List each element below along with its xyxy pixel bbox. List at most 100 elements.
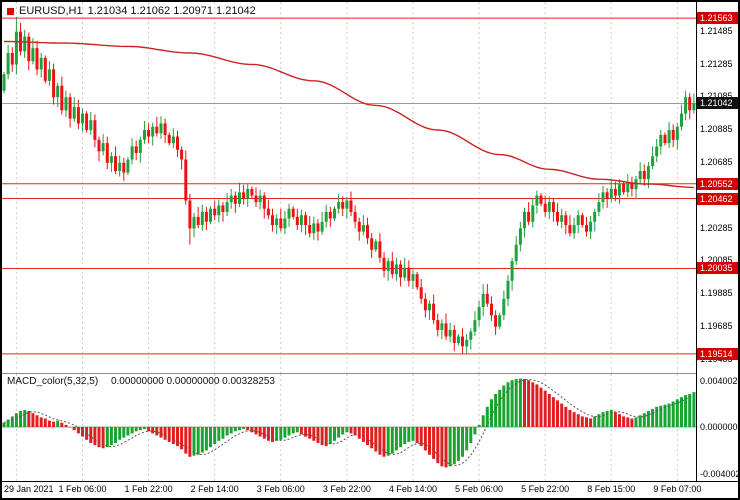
candle-body — [444, 323, 448, 337]
candle-body — [295, 216, 299, 226]
candle-body — [601, 192, 605, 203]
macd-histogram-bar — [419, 427, 423, 447]
macd-histogram-bar — [27, 411, 31, 427]
price-tick-label: 1.21485 — [700, 26, 733, 36]
macd-histogram-bar — [490, 399, 493, 427]
time-axis[interactable]: 29 Jan 2021 1 Feb 06:00 1 Feb 22:00 2 Feb 1… — [2, 482, 738, 498]
candle-body — [481, 293, 485, 307]
price-tick-label: 1.20885 — [700, 124, 733, 134]
candle-body — [680, 113, 683, 127]
macd-histogram-bar — [613, 412, 617, 427]
candle-body — [337, 202, 341, 209]
macd-histogram-bar — [539, 387, 543, 427]
macd-histogram-bar — [312, 427, 316, 441]
macd-histogram-bar — [618, 414, 621, 427]
macd-histogram-bar — [47, 420, 51, 427]
macd-signal-line — [3, 378, 695, 467]
price-level-badge: 1.21563 — [697, 12, 738, 24]
candle-body — [209, 208, 212, 222]
macd-histogram-bar — [428, 427, 431, 455]
candle-body — [188, 200, 192, 229]
candle-body — [101, 143, 105, 152]
macd-histogram-bar — [196, 427, 200, 455]
macd-histogram-bar — [275, 427, 279, 441]
candle-body — [242, 192, 246, 199]
macd-histogram-bar — [589, 418, 593, 427]
macd-histogram-bar — [204, 427, 208, 451]
price-level-badge: 1.19514 — [697, 348, 738, 360]
candle-body — [531, 205, 535, 222]
indicator-name-label: MACD_color(5,32,5) — [7, 376, 99, 387]
candle-body — [258, 195, 262, 203]
candle-body — [465, 339, 469, 347]
macd-histogram-bar — [527, 380, 531, 427]
candle-body — [114, 156, 117, 171]
macd-histogram-bar — [382, 427, 386, 457]
macd-histogram-bar — [122, 427, 126, 438]
macd-histogram-bar — [72, 427, 76, 431]
macd-indicator-canvas[interactable] — [2, 374, 696, 481]
macd-histogram-bar — [151, 427, 155, 434]
candle-body — [68, 97, 72, 119]
moving-average-line[interactable] — [4, 40, 694, 189]
candle-body — [52, 69, 56, 98]
candle-body — [23, 36, 27, 52]
macd-histogram-bar — [415, 427, 419, 443]
candle-body — [14, 31, 18, 65]
macd-histogram-bar — [188, 427, 192, 457]
macd-histogram-bar — [675, 399, 679, 427]
candle-body — [308, 225, 312, 234]
indicator-window-divider[interactable] — [2, 373, 738, 374]
macd-histogram-bar — [43, 418, 47, 427]
candle-body — [560, 215, 564, 222]
candle-body — [320, 221, 324, 232]
macd-histogram-bar — [134, 427, 138, 432]
macd-histogram-bar — [502, 385, 506, 427]
candle-body — [192, 216, 196, 229]
macd-histogram-bar — [353, 427, 357, 436]
candle-body — [456, 336, 460, 344]
candle-body — [204, 211, 208, 222]
macd-histogram-bar — [118, 427, 122, 440]
price-level-badge: 1.20035 — [697, 262, 738, 274]
macd-histogram-bar — [250, 427, 254, 433]
macd-histogram-bar — [593, 416, 597, 427]
macd-histogram-bar — [663, 404, 667, 427]
candle-body — [659, 134, 663, 147]
candle-body — [374, 241, 378, 250]
candle-body — [580, 215, 584, 225]
time-axis-label: 29 Jan 2021 — [4, 484, 54, 494]
candle-body — [233, 195, 237, 204]
candle-body — [423, 298, 427, 311]
macd-histogram-bar — [514, 379, 518, 427]
candle-body — [118, 162, 122, 171]
candle-body — [47, 69, 51, 81]
candle-body — [176, 136, 179, 150]
macd-histogram-bar — [6, 419, 10, 427]
macd-histogram-bar — [473, 427, 477, 435]
macd-histogram-bar — [337, 427, 341, 438]
time-axis-label: 5 Feb 06:00 — [455, 484, 504, 494]
candle-body — [502, 298, 506, 316]
macd-histogram-bar — [481, 415, 485, 427]
candle-body — [31, 48, 35, 62]
candle-body — [382, 257, 386, 271]
macd-histogram-bar — [349, 427, 353, 434]
macd-histogram-bar — [308, 427, 312, 439]
price-chart-canvas[interactable] — [2, 2, 696, 373]
candle-body — [407, 267, 411, 281]
price-scale[interactable]: 1.21485 1.21285 1.21085 1.20885 1.20685 1.202… — [697, 2, 738, 481]
candle-body — [399, 264, 403, 278]
macd-histogram-bar — [304, 427, 308, 437]
candle-body — [163, 123, 167, 135]
price-tick-label: 1.20085 — [700, 255, 733, 265]
macd-histogram-bar — [390, 427, 394, 454]
macd-histogram-bar — [221, 427, 225, 439]
candle-body — [473, 320, 477, 332]
macd-histogram-bar — [642, 413, 646, 427]
candle-body — [556, 211, 559, 222]
macd-histogram-bar — [184, 427, 188, 454]
candle-body — [221, 205, 225, 212]
candle-body — [200, 211, 204, 225]
candle-body — [167, 134, 171, 144]
